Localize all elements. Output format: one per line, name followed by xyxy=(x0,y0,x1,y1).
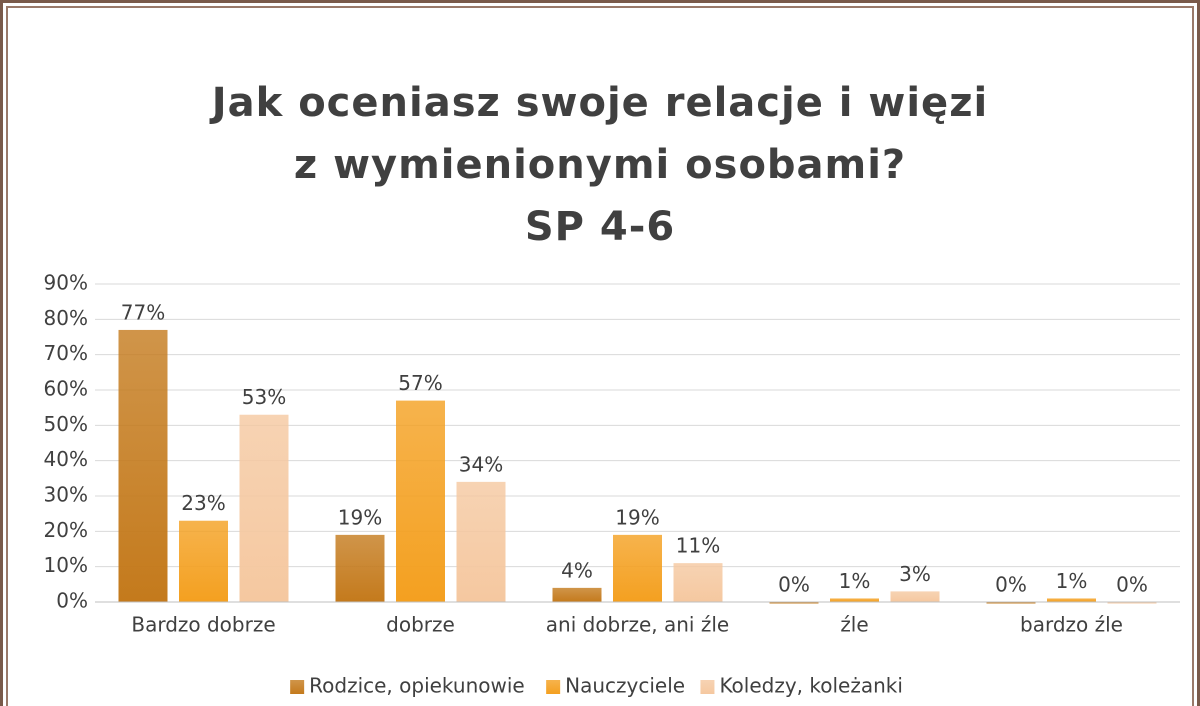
data-label: 34% xyxy=(459,452,503,476)
data-label: 3% xyxy=(899,562,931,586)
legend-label: Nauczyciele xyxy=(565,674,685,698)
data-label: 11% xyxy=(676,534,720,558)
data-label: 0% xyxy=(1116,573,1148,597)
bar xyxy=(456,481,506,602)
frame-inner xyxy=(6,6,1194,706)
chart-subtitle: SP 4-6 xyxy=(524,204,676,250)
data-label: 0% xyxy=(995,573,1027,597)
y-tick-label: 30% xyxy=(44,483,88,507)
x-tick-label: Bardzo dobrze xyxy=(131,613,275,637)
data-label: 1% xyxy=(839,569,871,593)
bar xyxy=(830,598,879,602)
x-tick-label: dobrze xyxy=(386,613,455,637)
y-tick-label: 0% xyxy=(56,589,88,613)
y-tick-label: 70% xyxy=(44,341,88,365)
bar xyxy=(613,534,662,602)
y-tick-label: 10% xyxy=(44,553,88,577)
bar xyxy=(986,602,1036,604)
bar xyxy=(118,329,168,602)
y-tick-label: 90% xyxy=(44,271,88,295)
legend-swatch xyxy=(290,680,305,694)
y-tick-label: 20% xyxy=(44,518,88,542)
x-tick-label: ani dobrze, ani źle xyxy=(546,613,729,637)
bar xyxy=(552,587,602,602)
y-tick-label: 40% xyxy=(44,447,88,471)
bar xyxy=(1107,602,1157,604)
bar xyxy=(1047,598,1096,602)
data-label: 19% xyxy=(615,505,659,529)
bar xyxy=(890,591,940,602)
data-label: 53% xyxy=(242,385,286,409)
x-tick-label: bardzo źle xyxy=(1020,613,1123,637)
chart-title: Jak oceniasz swoje relacje i więzi z wym… xyxy=(211,80,989,188)
bar xyxy=(335,534,385,602)
bar xyxy=(179,520,228,602)
data-label: 57% xyxy=(398,371,442,395)
y-tick-label: 80% xyxy=(44,306,88,330)
data-label: 19% xyxy=(338,505,382,529)
x-tick-label: źle xyxy=(840,613,868,637)
legend-swatch xyxy=(700,680,715,694)
bar xyxy=(769,602,819,604)
data-label: 77% xyxy=(121,300,165,324)
legend-swatch xyxy=(546,680,561,694)
legend-label: Rodzice, opiekunowie xyxy=(309,674,525,698)
data-label: 0% xyxy=(778,573,810,597)
y-tick-label: 60% xyxy=(44,377,88,401)
title-block: Jak oceniasz swoje relacje i więzi z wym… xyxy=(200,72,1000,258)
data-label: 1% xyxy=(1056,569,1088,593)
data-label: 23% xyxy=(181,491,225,515)
bar xyxy=(239,414,289,602)
legend-label: Koledzy, koleżanki xyxy=(719,674,903,698)
bar xyxy=(396,400,445,602)
bar xyxy=(673,563,723,602)
y-tick-label: 50% xyxy=(44,412,88,436)
data-label: 4% xyxy=(561,558,593,582)
